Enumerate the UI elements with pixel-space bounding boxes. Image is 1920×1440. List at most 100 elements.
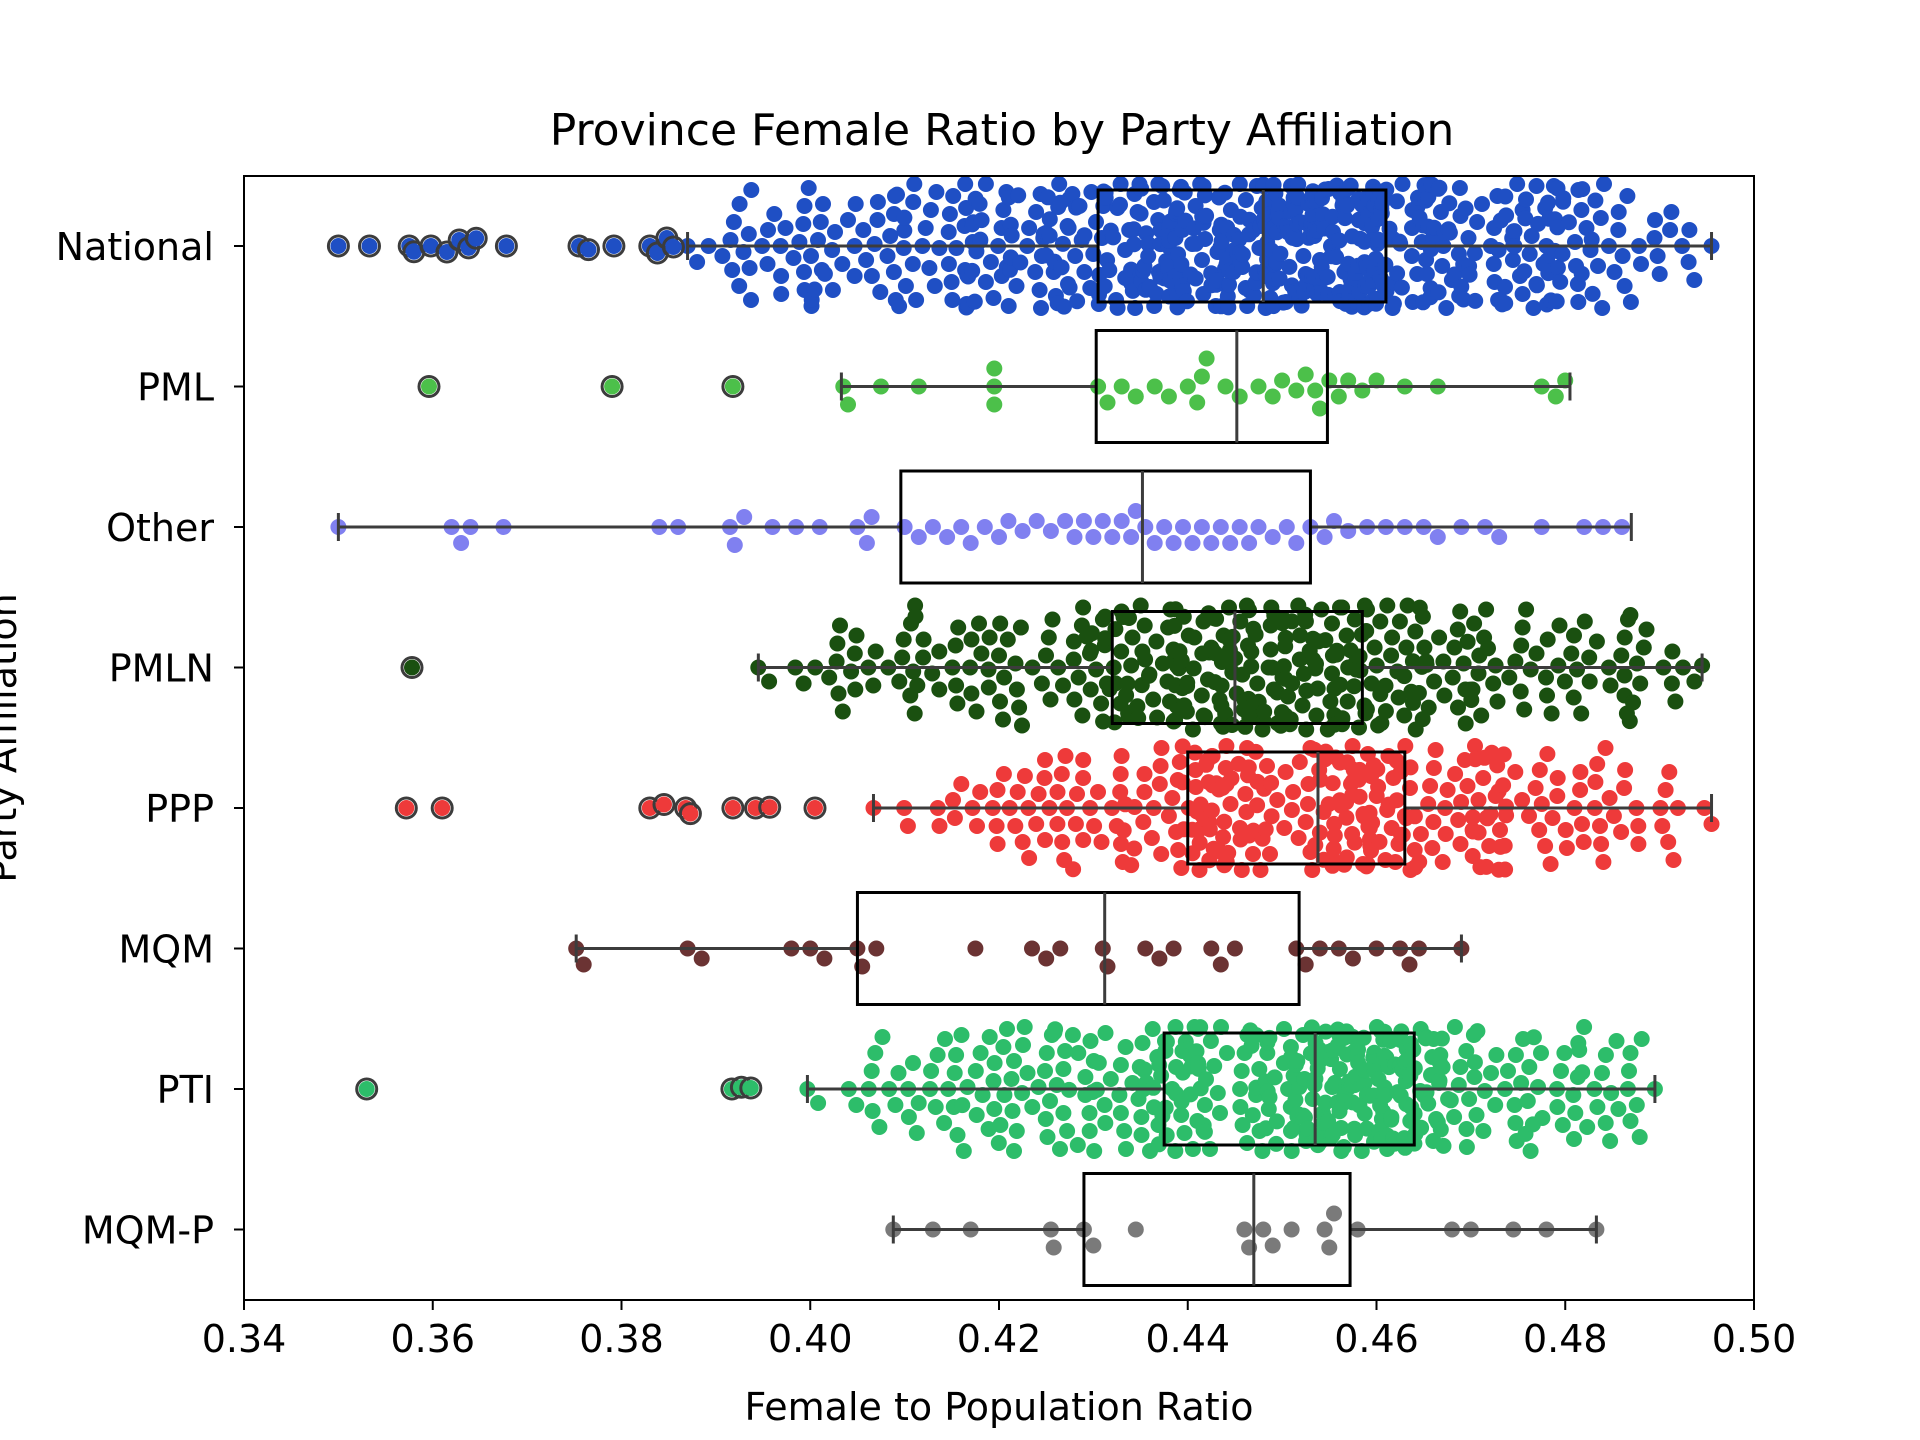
data-point-ppp bbox=[1086, 818, 1103, 834]
data-point-pmln bbox=[1377, 677, 1394, 694]
data-point-national bbox=[1614, 248, 1631, 264]
data-point-pti bbox=[1488, 1047, 1505, 1063]
data-point-national bbox=[906, 176, 923, 192]
data-point-other bbox=[1203, 535, 1220, 551]
data-point-ppp bbox=[1371, 833, 1388, 850]
data-point-pmln bbox=[1377, 703, 1394, 720]
outlier-point-national bbox=[649, 245, 666, 261]
data-point-pmln bbox=[1566, 627, 1582, 644]
data-point-ppp bbox=[1447, 766, 1464, 782]
data-point-pmln bbox=[1324, 665, 1340, 682]
data-point-pmln bbox=[1083, 642, 1099, 659]
data-point-pmln bbox=[1132, 597, 1149, 614]
data-point-mqm-p bbox=[1045, 1239, 1062, 1256]
data-point-national bbox=[1461, 266, 1478, 283]
data-point-pti bbox=[1519, 1093, 1536, 1109]
data-point-pti bbox=[1500, 1063, 1516, 1079]
data-point-national bbox=[760, 222, 776, 238]
data-point-ppp bbox=[1387, 854, 1404, 870]
data-point-national bbox=[791, 234, 808, 250]
data-point-ppp bbox=[1269, 792, 1286, 808]
data-point-pmln bbox=[1243, 658, 1260, 675]
data-point-pti bbox=[1117, 1039, 1134, 1055]
data-point-national bbox=[1125, 221, 1142, 238]
data-point-pml bbox=[986, 360, 1003, 377]
outlier-marker-pml bbox=[600, 375, 624, 398]
data-point-pti bbox=[1234, 1117, 1251, 1133]
outlier-marker-national bbox=[464, 226, 488, 250]
outlier-marker-pml bbox=[721, 375, 745, 398]
data-point-national bbox=[1418, 266, 1435, 282]
outlier-point-pml bbox=[604, 378, 621, 395]
data-point-ppp bbox=[1558, 840, 1575, 856]
data-point-pti bbox=[1030, 1079, 1047, 1095]
outlier-point-pml bbox=[421, 378, 437, 395]
data-point-ppp bbox=[1453, 794, 1470, 810]
data-point-pmln bbox=[949, 695, 966, 712]
data-point-pti bbox=[1483, 1065, 1499, 1081]
data-point-national bbox=[1112, 196, 1128, 213]
data-point-pti bbox=[1507, 1047, 1524, 1063]
data-point-pti bbox=[1468, 1107, 1485, 1123]
data-point-ppp bbox=[1470, 824, 1487, 841]
data-point-pti bbox=[1014, 1085, 1031, 1101]
data-point-pmln bbox=[1113, 643, 1130, 660]
data-point-ppp bbox=[1605, 808, 1622, 824]
x-axis-ticks: 0.34 0.36 0.38 0.40 0.42 0.44 0.46 0.48 0.50 bbox=[202, 1300, 1796, 1361]
data-point-national bbox=[858, 252, 875, 268]
data-point-other bbox=[1113, 513, 1130, 529]
data-point-pmln bbox=[1082, 681, 1099, 698]
data-point-pti bbox=[1202, 1033, 1219, 1049]
data-point-national bbox=[977, 176, 994, 192]
outlier-point-national bbox=[361, 238, 378, 254]
data-point-pti bbox=[1533, 1045, 1549, 1061]
data-point-pti bbox=[1077, 1069, 1094, 1085]
data-point-ppp bbox=[1572, 764, 1589, 780]
data-point-pti bbox=[936, 1115, 953, 1131]
data-point-national bbox=[846, 268, 863, 284]
data-point-national bbox=[1528, 178, 1545, 194]
data-point-national bbox=[1441, 195, 1458, 212]
box-layer bbox=[336, 188, 1714, 1287]
data-point-national bbox=[1394, 176, 1411, 192]
data-point-national bbox=[1518, 191, 1534, 208]
data-point-pti bbox=[1320, 1113, 1337, 1129]
data-point-pti bbox=[937, 1031, 953, 1047]
data-point-pmln bbox=[848, 627, 865, 644]
data-point-pmln bbox=[1625, 694, 1641, 711]
data-point-ppp bbox=[1597, 740, 1614, 756]
data-point-ppp bbox=[1297, 814, 1314, 830]
outlier-marker-ppp bbox=[803, 796, 827, 820]
data-point-pmln bbox=[1556, 673, 1573, 690]
outlier-point-pti bbox=[358, 1081, 375, 1097]
data-point-national bbox=[1187, 270, 1204, 287]
data-point-ppp bbox=[1574, 816, 1590, 832]
data-point-other bbox=[1000, 513, 1017, 529]
data-point-ppp bbox=[1617, 762, 1634, 778]
data-point-pml bbox=[1127, 388, 1144, 405]
data-point-pmln bbox=[1473, 707, 1490, 724]
data-point-ppp bbox=[1123, 857, 1140, 874]
data-point-ppp bbox=[1036, 770, 1053, 786]
data-point-pti bbox=[1461, 1091, 1478, 1107]
outlier-marker-national bbox=[602, 234, 626, 258]
data-point-pti bbox=[1435, 1137, 1452, 1154]
data-point-pmln bbox=[1097, 608, 1114, 625]
data-point-national bbox=[995, 202, 1012, 218]
data-point-ppp bbox=[1495, 746, 1512, 763]
data-point-pti bbox=[1432, 1047, 1449, 1063]
data-point-ppp bbox=[1338, 809, 1355, 826]
data-point-pmln bbox=[1539, 687, 1555, 704]
data-point-pti bbox=[985, 1073, 1002, 1089]
data-point-other bbox=[1028, 513, 1045, 529]
data-point-national bbox=[879, 248, 896, 264]
data-point-pmln bbox=[1407, 623, 1424, 640]
data-point-national bbox=[985, 290, 1002, 306]
data-point-pmln bbox=[1129, 698, 1146, 715]
data-point-national bbox=[1647, 212, 1663, 228]
data-point-ppp bbox=[1093, 834, 1110, 850]
data-point-national bbox=[948, 240, 965, 256]
data-point-ppp bbox=[1173, 860, 1190, 876]
data-point-ppp bbox=[1090, 784, 1106, 800]
data-point-pmln bbox=[1124, 629, 1141, 646]
